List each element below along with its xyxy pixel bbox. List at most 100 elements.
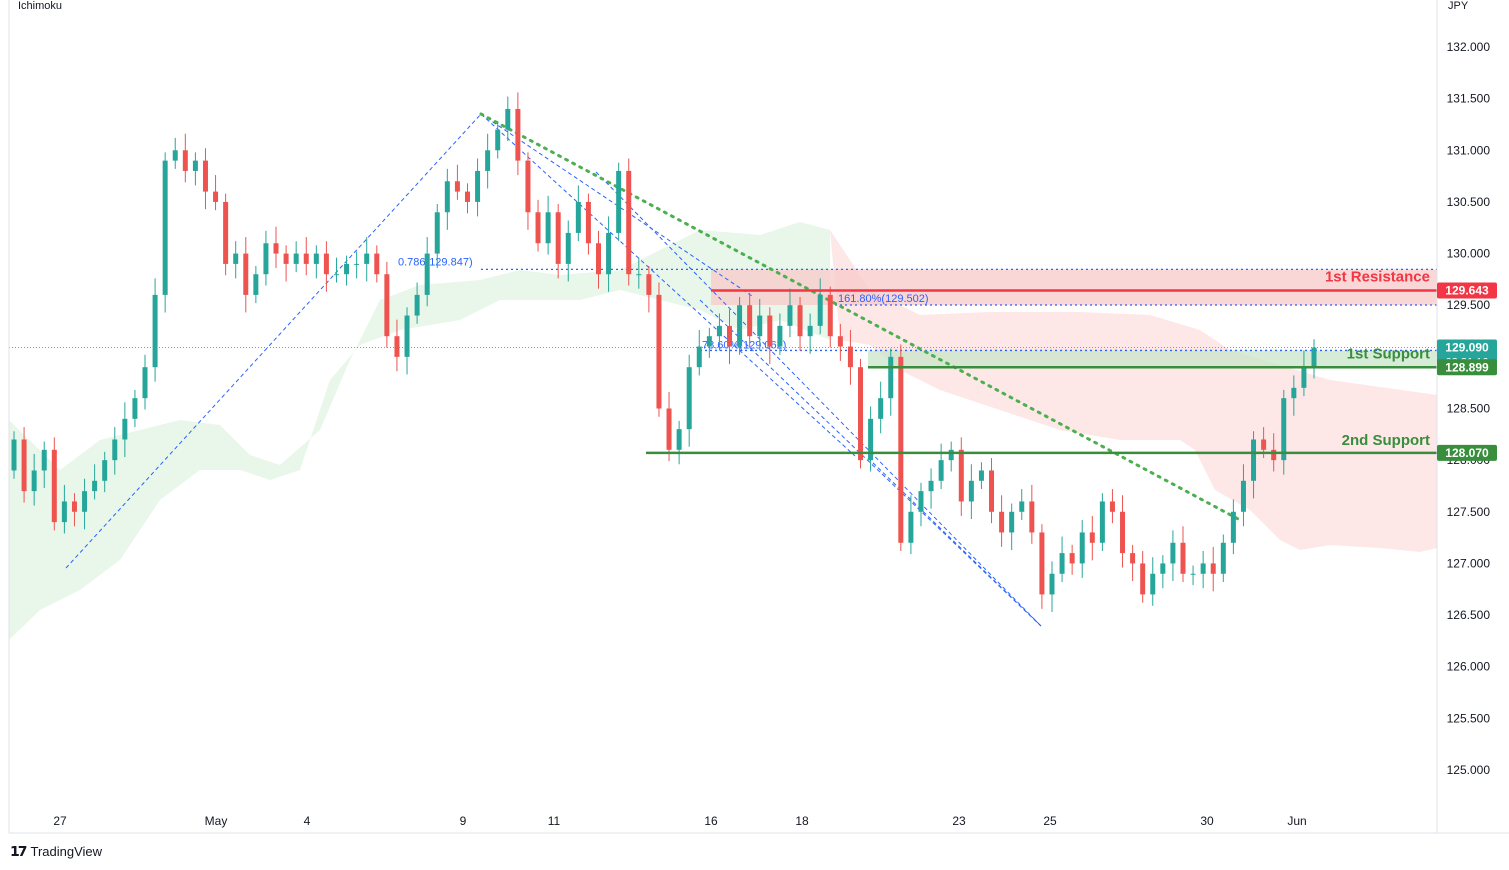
currency-label: JPY — [1448, 0, 1469, 12]
y-tick-label: 130.000 — [1447, 247, 1491, 261]
candle-up — [192, 160, 198, 171]
candle-down — [71, 501, 77, 512]
axes: 132.000 131.500 131.000 130.500 130.000 129.5… — [8, 0, 1509, 834]
support1-label: 1st Support — [1347, 345, 1430, 362]
candle-up — [152, 294, 158, 368]
candle-up — [364, 253, 370, 264]
candle-up — [575, 201, 581, 233]
candle-up — [686, 367, 692, 430]
candlesticks — [11, 92, 1317, 612]
candle-up — [1190, 573, 1196, 575]
candle-down — [585, 201, 591, 244]
candle-up — [948, 449, 954, 461]
candle-down — [626, 170, 632, 275]
candle-up — [706, 336, 712, 347]
candle-up — [1049, 573, 1055, 595]
resistance1-tag-text: 129.643 — [1445, 283, 1489, 297]
candle-up — [92, 480, 98, 492]
fib-786-label: 0.786(129.847) — [398, 256, 473, 268]
candle-up — [102, 460, 108, 481]
candle-up — [1160, 563, 1166, 574]
candle-down — [283, 253, 289, 264]
candle-down — [535, 212, 541, 244]
candle-up — [616, 170, 622, 233]
candle-down — [747, 305, 753, 337]
candle-up — [233, 253, 239, 264]
candle-up — [424, 253, 430, 295]
candle-down — [646, 274, 652, 295]
candle-down — [464, 191, 470, 202]
candle-up — [545, 212, 551, 244]
candle-up — [1281, 398, 1287, 461]
candle-up — [31, 470, 37, 492]
cloud-bearish — [830, 230, 1437, 552]
candle-down — [384, 274, 390, 337]
resistance1-tag — [1437, 282, 1497, 299]
y-tick-label: 131.500 — [1447, 92, 1491, 106]
tradingview-brand[interactable]: 𝟭𝟳 TradingView — [10, 843, 102, 860]
support2-tag-text: 128.070 — [1445, 446, 1489, 460]
resistance1-label: 1st Resistance — [1325, 268, 1430, 285]
pattern-line-0 — [65, 113, 482, 569]
candle-up — [757, 315, 763, 337]
candle-down — [827, 294, 833, 337]
candle-up — [676, 429, 682, 450]
candle-down — [202, 160, 208, 192]
candle-down — [1109, 501, 1115, 512]
candle-up — [1230, 511, 1236, 543]
downtrend-line — [479, 112, 1242, 522]
candle-up — [82, 491, 88, 512]
candle-down — [1130, 553, 1136, 564]
candle-up — [565, 232, 571, 264]
y-tick-label: 125.000 — [1447, 763, 1491, 777]
candle-down — [958, 449, 964, 502]
candle-down — [374, 253, 380, 275]
last-price-value: 129.090 — [1445, 341, 1489, 355]
candle-down — [1140, 563, 1146, 595]
candle-up — [918, 491, 924, 512]
candle-down — [213, 191, 219, 202]
support1-tag — [1437, 359, 1497, 376]
fibonacci-lines: 0.786(129.847) 161.80%(129.502) 78.60%(129… — [9, 112, 1437, 627]
candle-down — [1120, 511, 1126, 554]
support2-label: 2nd Support — [1342, 432, 1430, 449]
candle-up — [172, 150, 178, 161]
candle-up — [636, 274, 642, 276]
candle-down — [1089, 532, 1095, 543]
candle-up — [1291, 387, 1297, 399]
candle-up — [112, 439, 118, 461]
candle-down — [182, 150, 188, 171]
candle-down — [515, 108, 521, 161]
candle-down — [727, 325, 733, 347]
candle-up — [11, 439, 17, 471]
candle-up — [354, 263, 360, 265]
candle-down — [454, 181, 460, 192]
candle-up — [1251, 439, 1257, 481]
candle-up — [1150, 573, 1156, 595]
candle-up — [162, 160, 168, 295]
candle-down — [898, 356, 904, 543]
candle-up — [878, 398, 884, 419]
candle-up — [1301, 367, 1307, 388]
candle-up — [495, 129, 501, 151]
candle-up — [737, 305, 743, 347]
y-tick-label: 132.000 — [1447, 40, 1491, 54]
candle-down — [837, 336, 843, 347]
x-tick-label: May — [205, 814, 228, 828]
x-tick-label: 4 — [304, 814, 311, 828]
candle-up — [1200, 563, 1206, 574]
candle-down — [1180, 542, 1186, 574]
candle-up — [404, 315, 410, 357]
support1-tag-text: 128.899 — [1445, 360, 1489, 374]
candle-down — [21, 439, 27, 492]
candle-down — [595, 243, 601, 275]
candle-up — [787, 305, 793, 326]
candle-up — [1079, 532, 1085, 564]
pattern-line-2 — [480, 113, 856, 457]
candle-up — [1170, 542, 1176, 564]
candle-up — [777, 325, 783, 347]
candle-up — [122, 418, 128, 440]
cloud-bullish — [9, 222, 830, 640]
candle-up — [1019, 501, 1025, 512]
